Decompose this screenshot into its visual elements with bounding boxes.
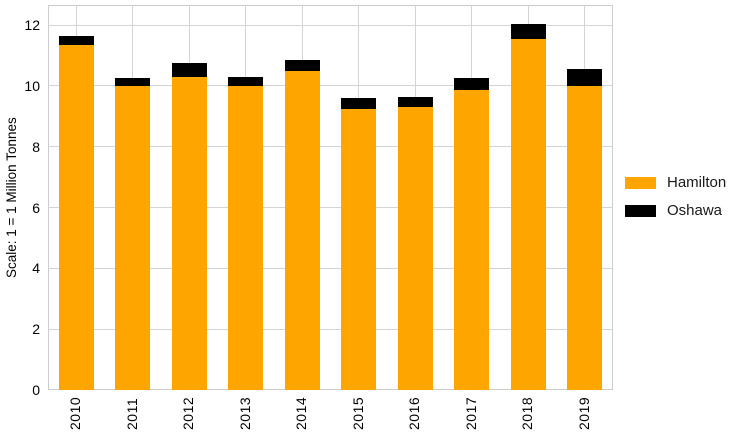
bar-2018-oshawa: [510, 23, 546, 39]
bar-2010-oshawa: [58, 35, 94, 45]
bar-2015-oshawa: [341, 98, 377, 109]
gridline-y-8: [48, 146, 613, 148]
bar-2017-hamilton: [454, 90, 490, 390]
gridline-y-2: [48, 328, 613, 330]
gridline-y-12: [48, 24, 613, 26]
y-tick-10: 10: [24, 77, 40, 94]
bar-2019-hamilton: [567, 85, 603, 390]
x-tick-2015: 2015: [349, 396, 366, 430]
bar-2016-oshawa: [397, 96, 433, 108]
bar-2013-hamilton: [228, 85, 264, 390]
y-tick-6: 6: [32, 199, 40, 216]
bar-2019-oshawa: [567, 69, 603, 86]
plot-area: [48, 5, 613, 390]
y-tick-0: 0: [32, 382, 40, 398]
x-tick-2017: 2017: [462, 396, 479, 430]
gridline-y-4: [48, 267, 613, 269]
bar-2014-hamilton: [284, 70, 320, 390]
y-tick-12: 12: [24, 17, 40, 34]
x-tick-2014: 2014: [293, 396, 310, 430]
x-tick-2019: 2019: [575, 396, 592, 430]
x-tick-2012: 2012: [180, 396, 197, 430]
y-tick-4: 4: [32, 260, 40, 277]
bar-2015-hamilton: [341, 108, 377, 390]
bar-2011-oshawa: [115, 78, 151, 86]
y-tick-2: 2: [32, 321, 40, 338]
x-tick-2013: 2013: [236, 396, 253, 430]
legend-label-hamilton: Hamilton: [667, 174, 727, 191]
bar-2018-hamilton: [510, 38, 546, 390]
legend-item-hamilton: Hamilton: [625, 174, 726, 191]
legend: Hamilton Oshawa: [625, 174, 726, 219]
x-tick-2018: 2018: [519, 396, 536, 430]
bar-2014-oshawa: [284, 60, 320, 71]
x-tick-2010: 2010: [67, 396, 84, 430]
bar-2010-hamilton: [58, 44, 94, 390]
hamilton-color-swatch: [625, 176, 656, 189]
gridline-y-6: [48, 207, 613, 209]
x-tick-2011: 2011: [123, 397, 140, 430]
bar-2012-hamilton: [171, 76, 207, 390]
bar-2011-hamilton: [115, 85, 151, 390]
legend-item-oshawa: Oshawa: [625, 202, 726, 219]
y-tick-8: 8: [32, 138, 40, 155]
x-tick-2016: 2016: [406, 396, 423, 430]
bar-2016-hamilton: [397, 107, 433, 390]
oshawa-color-swatch: [625, 204, 656, 217]
bar-2012-oshawa: [171, 63, 207, 77]
gridline-y-10: [48, 85, 613, 87]
bar-2017-oshawa: [454, 78, 490, 91]
legend-label-oshawa: Oshawa: [667, 202, 723, 219]
bar-2013-oshawa: [228, 76, 264, 86]
